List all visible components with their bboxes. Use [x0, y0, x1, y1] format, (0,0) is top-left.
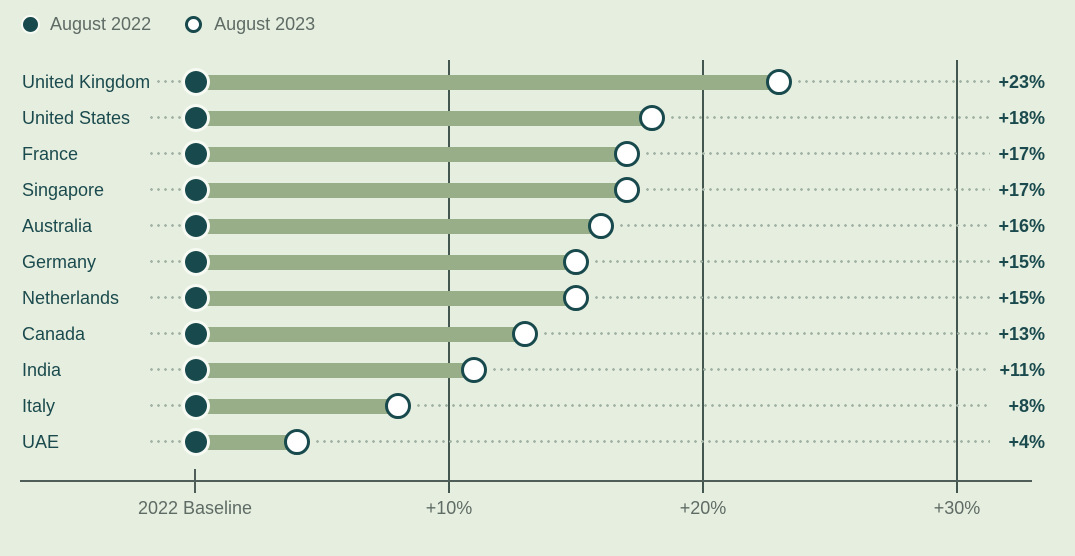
leader-dots-left	[148, 404, 182, 407]
marker-aug-2022	[185, 179, 207, 201]
leader-dots-left	[148, 440, 182, 443]
gridline-+20%	[702, 60, 704, 493]
bar-france	[195, 146, 627, 162]
x-axis-line	[20, 480, 1032, 482]
row-label-united-kingdom: United Kingdom	[22, 70, 158, 94]
leader-dots-left	[148, 296, 182, 299]
leader-dots-right	[643, 152, 990, 155]
x-tick-label: +10%	[425, 498, 473, 518]
marker-aug-2022	[185, 287, 207, 309]
row-label-united-states: United States	[22, 106, 138, 130]
bar-india	[195, 362, 475, 378]
marker-aug-2023	[283, 429, 310, 455]
filled-dot-icon	[23, 16, 38, 32]
row-label-italy: Italy	[22, 394, 63, 418]
leader-dots-left	[148, 368, 182, 371]
value-label-united-states: +18%	[998, 108, 1045, 128]
row-label-netherlands: Netherlands	[22, 286, 127, 310]
row-label-australia: Australia	[22, 214, 100, 238]
marker-aug-2022	[185, 107, 207, 129]
marker-aug-2023	[639, 105, 666, 131]
bar-canada	[195, 326, 526, 342]
leader-dots-right	[415, 404, 990, 407]
value-label-canada: +13%	[998, 324, 1045, 344]
value-label-germany: +15%	[998, 252, 1045, 272]
leader-dots-left	[148, 116, 182, 119]
leader-dots-right	[313, 440, 990, 443]
baseline-tick	[194, 469, 196, 493]
marker-aug-2023	[563, 285, 589, 311]
legend-item-august-2022: August 2022	[23, 12, 151, 36]
marker-aug-2022	[185, 359, 207, 381]
marker-aug-2023	[461, 357, 488, 383]
bar-germany	[195, 254, 576, 270]
bar-uae	[195, 434, 297, 450]
marker-aug-2023	[766, 69, 793, 95]
marker-aug-2023	[385, 393, 412, 419]
marker-aug-2022	[185, 431, 207, 453]
row-label-singapore: Singapore	[22, 178, 112, 202]
value-label-singapore: +17%	[998, 180, 1045, 200]
gridline-+30%	[956, 60, 958, 493]
marker-aug-2022	[185, 251, 207, 273]
marker-aug-2022	[185, 395, 207, 417]
leader-dots-right	[593, 260, 990, 263]
value-label-france: +17%	[998, 144, 1045, 164]
leader-dots-left	[148, 332, 182, 335]
bar-australia	[195, 218, 602, 234]
leader-dots-left	[148, 152, 182, 155]
legend-label-august-2022: August 2022	[50, 14, 152, 34]
leader-dots-right	[643, 188, 990, 191]
value-label-united-kingdom: +23%	[998, 72, 1045, 92]
value-label-italy: +8%	[1008, 396, 1045, 416]
marker-aug-2023	[563, 249, 589, 275]
leader-dots-right	[491, 368, 990, 371]
row-label-canada: Canada	[22, 322, 93, 346]
leader-dots-left	[148, 224, 182, 227]
marker-aug-2022	[185, 71, 207, 93]
leader-dots-left	[148, 260, 182, 263]
row-label-uae: UAE	[22, 430, 67, 454]
x-tick-label: +30%	[933, 498, 981, 518]
marker-aug-2023	[588, 213, 615, 239]
row-label-germany: Germany	[22, 250, 104, 274]
bar-singapore	[195, 182, 627, 198]
leader-dots-right	[542, 332, 990, 335]
marker-aug-2023	[613, 141, 640, 167]
marker-aug-2023	[613, 177, 640, 203]
leader-dots-left	[148, 188, 182, 191]
leader-dots-right	[593, 296, 990, 299]
bar-italy	[195, 398, 399, 414]
leader-dots-right	[796, 80, 990, 83]
leader-dots-right	[618, 224, 990, 227]
open-dot-icon	[185, 15, 203, 33]
bar-netherlands	[195, 290, 576, 306]
marker-aug-2022	[185, 143, 207, 165]
bar-united-kingdom	[195, 74, 780, 90]
marker-aug-2022	[185, 323, 207, 345]
bar-united-states	[195, 110, 653, 126]
marker-aug-2023	[512, 321, 539, 347]
marker-aug-2022	[185, 215, 207, 237]
value-label-netherlands: +15%	[998, 288, 1045, 308]
gridline-+10%	[448, 60, 450, 493]
value-label-uae: +4%	[1008, 432, 1045, 452]
row-label-india: India	[22, 358, 69, 382]
legend-item-august-2023: August 2023	[185, 12, 315, 36]
value-label-india: +11%	[999, 360, 1045, 380]
x-tick-label: 2022 Baseline	[137, 498, 253, 518]
leader-dots-right	[669, 116, 990, 119]
chart-legend: August 2022 August 2023	[23, 11, 315, 37]
legend-label-august-2023: August 2023	[214, 14, 316, 34]
row-label-france: France	[22, 142, 86, 166]
value-label-australia: +16%	[998, 216, 1045, 236]
leader-dots-left	[148, 80, 182, 83]
x-tick-label: +20%	[679, 498, 727, 518]
